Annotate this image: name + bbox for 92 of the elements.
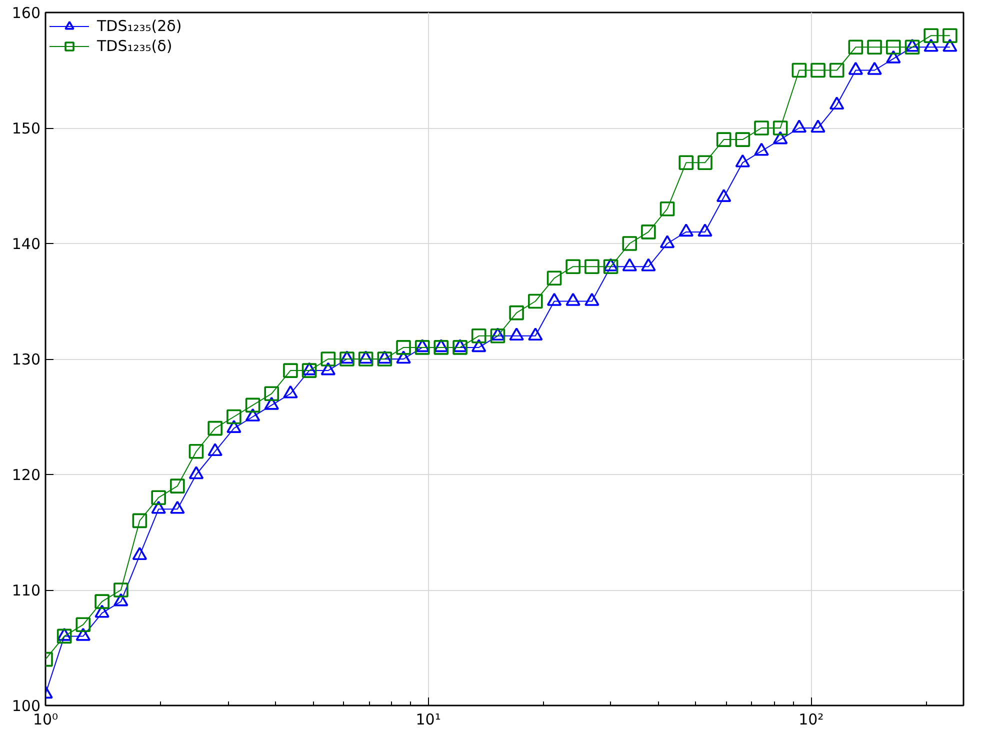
point (792, 120, 807, 133)
point (528, 294, 543, 309)
point (942, 38, 958, 52)
point (114, 582, 128, 598)
point (245, 398, 260, 413)
point (283, 385, 298, 398)
point (772, 131, 788, 144)
point (735, 154, 750, 168)
point (584, 259, 600, 274)
point (188, 466, 204, 480)
point (566, 292, 580, 306)
point (396, 350, 411, 364)
point (886, 50, 901, 64)
point (170, 478, 185, 494)
point (716, 188, 732, 202)
point (660, 235, 675, 248)
point (622, 236, 638, 251)
point (829, 62, 844, 78)
point (264, 396, 280, 410)
point (188, 444, 204, 459)
point (678, 224, 694, 237)
point (848, 40, 864, 55)
y-tick-label: 130 (12, 350, 41, 368)
point (603, 259, 618, 274)
point (829, 96, 844, 110)
point (848, 62, 864, 75)
point (678, 155, 694, 170)
point (170, 500, 185, 514)
point (132, 513, 148, 528)
point (603, 258, 618, 272)
point (886, 40, 901, 55)
x-tick-label: 10¹ (416, 710, 441, 728)
point (94, 604, 110, 618)
point (867, 40, 882, 55)
point (698, 224, 712, 237)
y-tick-label: 160 (12, 4, 41, 22)
point (622, 258, 638, 272)
point (566, 259, 580, 274)
point (94, 594, 110, 609)
point (754, 120, 769, 136)
point (641, 224, 656, 240)
point (208, 420, 222, 436)
point (735, 132, 750, 147)
point (528, 327, 543, 341)
y-tick-label: 120 (12, 466, 41, 484)
point (904, 38, 920, 52)
point (584, 292, 600, 306)
point (716, 132, 732, 147)
point (302, 362, 317, 376)
point (76, 617, 91, 632)
y-tick-label: 150 (12, 120, 41, 138)
point (208, 442, 222, 456)
point (509, 327, 524, 341)
point (698, 155, 712, 170)
point (56, 628, 72, 644)
point (76, 628, 91, 641)
x-tick-label: 10² (798, 710, 824, 728)
point (471, 328, 486, 344)
point (867, 62, 882, 75)
point (226, 420, 242, 433)
point (924, 38, 938, 52)
point (226, 409, 242, 424)
point (660, 201, 675, 216)
point (132, 546, 148, 560)
point (792, 62, 807, 78)
point (151, 500, 166, 514)
point (546, 270, 562, 286)
point (509, 305, 524, 320)
y-tick-label: 110 (12, 582, 41, 600)
point (810, 120, 826, 133)
point (320, 362, 336, 376)
point (546, 292, 562, 306)
point (641, 258, 656, 272)
point (245, 408, 260, 422)
point (754, 142, 769, 156)
point (942, 28, 958, 43)
point (283, 363, 298, 378)
point (924, 28, 938, 43)
point (114, 593, 128, 606)
point (772, 120, 788, 136)
point (302, 363, 317, 378)
point (320, 352, 336, 366)
point (471, 339, 486, 352)
point (810, 62, 826, 78)
point (396, 340, 411, 355)
point (56, 628, 72, 641)
point (151, 490, 166, 505)
point (264, 386, 280, 402)
legend-label: TDS₁₂₃₅(2δ) (97, 17, 182, 35)
legend-label: TDS₁₂₃₅(δ) (97, 37, 172, 55)
y-tick-label: 140 (12, 235, 41, 253)
point (904, 40, 920, 55)
